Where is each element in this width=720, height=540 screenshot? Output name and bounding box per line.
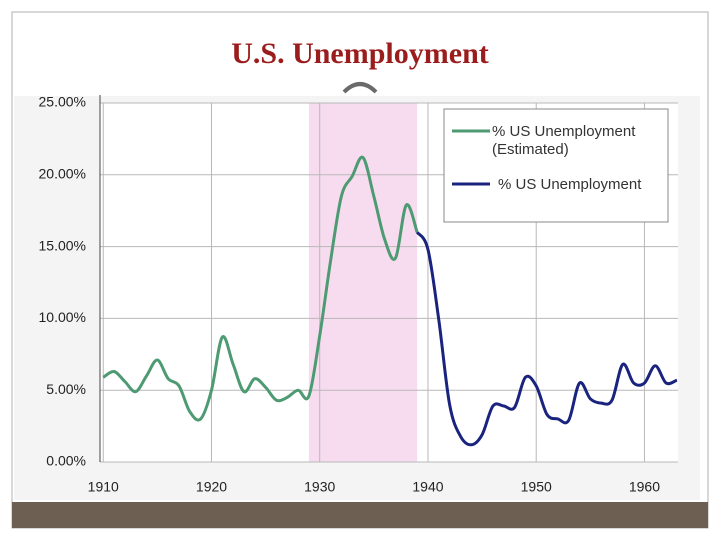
y-tick-label: 15.00% — [39, 237, 86, 253]
x-tick-label: 1920 — [196, 479, 227, 495]
footer-bar — [12, 502, 708, 528]
y-tick-label: 20.00% — [39, 166, 86, 182]
y-tick-label: 10.00% — [39, 309, 86, 325]
x-tick-label: 1960 — [629, 479, 660, 495]
y-tick-label: 0.00% — [46, 453, 86, 469]
y-tick-label: 25.00% — [39, 94, 86, 110]
x-tick-label: 1940 — [412, 479, 443, 495]
series-line — [102, 155, 419, 422]
x-tick-label: 1930 — [304, 479, 335, 495]
chart-title: U.S. Unemployment — [231, 37, 489, 70]
legend-entry: % US Unemployment — [498, 176, 642, 193]
legend-box — [443, 108, 669, 223]
y-tick-label: 5.00% — [46, 381, 86, 397]
x-tick-label: 1950 — [521, 479, 552, 495]
legend-label: % US Unemployment — [498, 176, 642, 193]
decor-arc — [342, 82, 378, 94]
legend-entry: % US Unemployment (Estimated) — [492, 123, 636, 158]
x-tick-label: 1910 — [88, 479, 119, 495]
legend-label: % US Unemployment (Estimated) — [492, 123, 636, 158]
series-line — [415, 231, 678, 447]
